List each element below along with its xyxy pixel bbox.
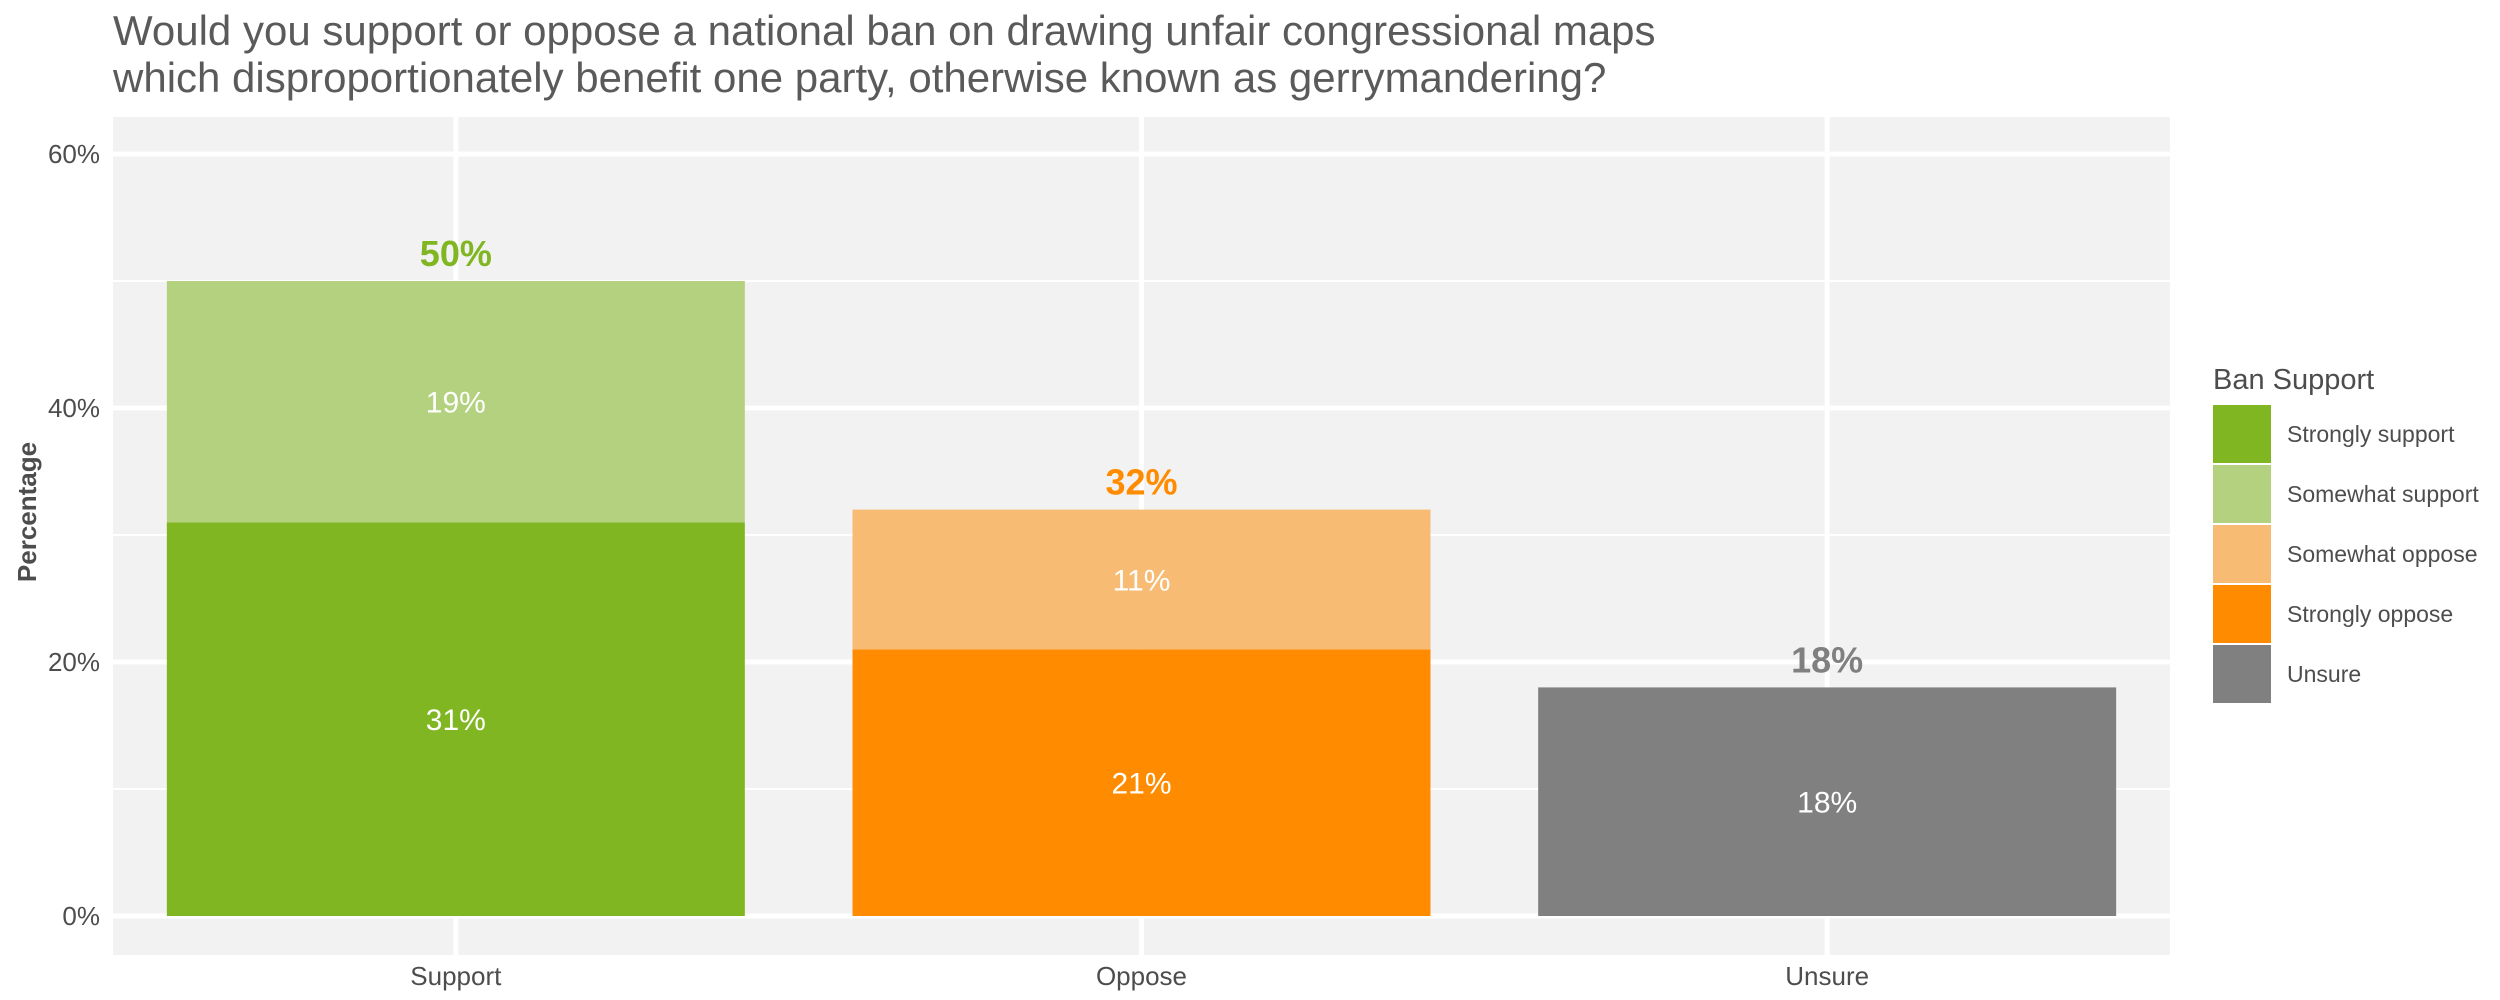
chart-title-line-1: Would you support or oppose a national b…	[113, 7, 1656, 54]
legend-label: Strongly oppose	[2287, 601, 2453, 627]
legend-label: Somewhat support	[2287, 481, 2479, 507]
legend: Ban Support Strongly support Somewhat sup…	[2213, 364, 2479, 703]
y-tick-label: 0%	[62, 901, 100, 931]
segment-value-label: 21%	[1111, 768, 1171, 801]
legend-key	[2213, 465, 2271, 523]
x-tick-label: Support	[410, 961, 502, 991]
chart-title-line-2: which disproportionately benefit one par…	[112, 54, 1606, 101]
legend-key	[2213, 405, 2271, 463]
bar-segment	[166, 522, 745, 916]
bars	[166, 281, 2117, 916]
legend-label: Strongly support	[2287, 421, 2455, 447]
legend-key	[2213, 525, 2271, 583]
legend-key	[2213, 585, 2271, 643]
bar-labels: 31% 19% 50% 21% 11% 32% 18% 18%	[420, 233, 1863, 820]
total-value-label: 32%	[1105, 462, 1177, 503]
legend-label: Unsure	[2287, 661, 2361, 687]
legend-key	[2213, 645, 2271, 703]
total-value-label: 18%	[1791, 639, 1863, 680]
segment-value-label: 11%	[1113, 564, 1171, 597]
legend-label: Somewhat oppose	[2287, 541, 2478, 567]
segment-value-label: 19%	[426, 387, 486, 420]
total-value-label: 50%	[420, 233, 492, 274]
x-tick-label: Oppose	[1096, 961, 1187, 991]
chart-title: Would you support or oppose a national b…	[112, 7, 1656, 101]
axes: Percentage 0% 20% 40% 60% Support Oppose Unsur…	[12, 139, 1869, 991]
x-tick-label: Unsure	[1785, 961, 1869, 991]
bar-segment	[166, 281, 745, 523]
y-tick-label: 40%	[48, 393, 100, 423]
segment-value-label: 18%	[1797, 787, 1857, 820]
y-tick-label: 60%	[48, 139, 100, 169]
bar-segment	[852, 649, 1431, 916]
bar-segment	[1538, 687, 2117, 916]
legend-title: Ban Support	[2213, 364, 2374, 396]
y-axis-title: Percentage	[12, 442, 42, 582]
segment-value-label: 31%	[426, 704, 486, 737]
bar-segment	[852, 509, 1431, 650]
y-tick-label: 20%	[48, 647, 100, 677]
